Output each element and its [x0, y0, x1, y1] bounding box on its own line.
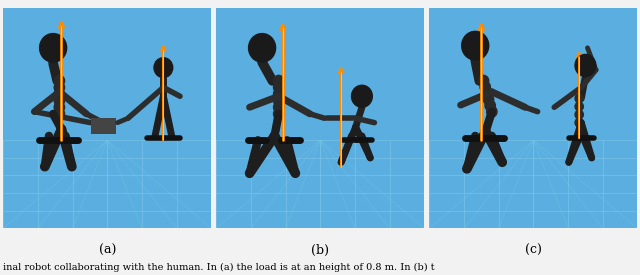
Circle shape	[54, 102, 65, 113]
Text: (a): (a)	[99, 244, 116, 257]
Circle shape	[480, 81, 490, 92]
Circle shape	[575, 102, 584, 111]
Circle shape	[40, 34, 67, 62]
Circle shape	[461, 31, 489, 60]
Text: (c): (c)	[525, 244, 542, 257]
Circle shape	[478, 75, 489, 86]
Circle shape	[486, 106, 497, 117]
Circle shape	[575, 118, 584, 127]
Circle shape	[575, 110, 584, 119]
Text: (b): (b)	[311, 244, 330, 257]
Text: inal robot collaborating with the human. In (a) the load is at an height of 0.8 : inal robot collaborating with the human.…	[3, 263, 435, 272]
Circle shape	[273, 108, 284, 119]
Circle shape	[575, 54, 596, 76]
Circle shape	[273, 102, 284, 113]
Circle shape	[273, 95, 284, 106]
Circle shape	[54, 89, 65, 100]
Circle shape	[248, 34, 276, 62]
Circle shape	[154, 58, 173, 78]
Circle shape	[54, 95, 65, 106]
Circle shape	[575, 94, 584, 103]
Circle shape	[273, 75, 284, 86]
Circle shape	[482, 88, 492, 99]
Circle shape	[483, 94, 493, 105]
Circle shape	[485, 100, 495, 111]
Circle shape	[273, 82, 284, 93]
Circle shape	[54, 108, 65, 119]
Circle shape	[54, 82, 65, 93]
Circle shape	[351, 85, 372, 107]
Circle shape	[273, 89, 284, 100]
Circle shape	[54, 75, 65, 86]
Bar	[91, 118, 116, 134]
